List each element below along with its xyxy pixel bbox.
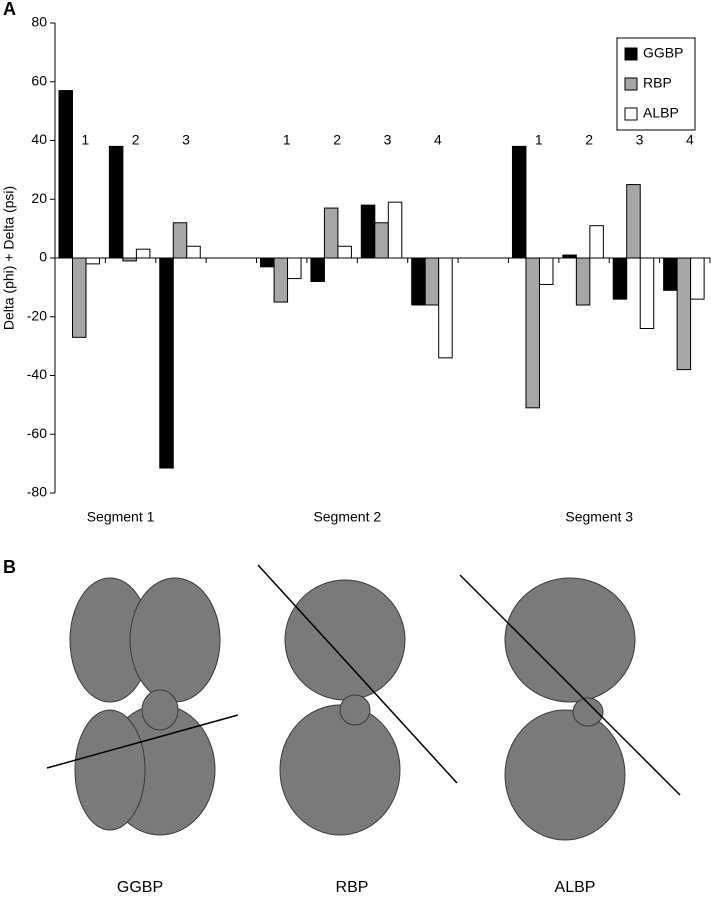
bar: [260, 257, 275, 268]
y-tick-label: -80: [27, 484, 47, 500]
legend-swatch: [624, 107, 638, 121]
x-tick-label: 3: [384, 132, 392, 148]
legend-label: ALBP: [643, 105, 679, 121]
x-tick-label: 1: [81, 132, 89, 148]
x-tick-label: 4: [686, 132, 694, 148]
albp-structure: [459, 574, 681, 841]
bar: [273, 257, 289, 303]
bar: [337, 245, 352, 259]
y-tick-label: 40: [31, 131, 47, 147]
x-tick-label: 4: [434, 132, 442, 148]
bar: [122, 257, 137, 262]
y-tick-label: 80: [31, 14, 47, 30]
bar: [562, 254, 577, 259]
bar: [639, 257, 655, 329]
x-tick-label: 2: [333, 132, 341, 148]
y-tick-label: 60: [31, 72, 47, 88]
legend-swatch: [624, 77, 638, 91]
bar: [387, 201, 403, 259]
x-tick-label: 3: [182, 132, 190, 148]
x-tick-label: 1: [535, 132, 543, 148]
bar: [172, 222, 188, 259]
bar: [135, 248, 151, 259]
ggbp-structure: [46, 577, 239, 836]
protein-images: [46, 564, 681, 841]
bar: [676, 257, 692, 371]
bar: [108, 145, 124, 259]
panel-label: B: [3, 557, 16, 577]
x-tick-label: 3: [636, 132, 644, 148]
y-tick-label: -40: [27, 366, 47, 382]
bar: [626, 184, 641, 259]
bar: [58, 90, 73, 259]
x-tick-label: 2: [132, 132, 140, 148]
bar: [424, 257, 440, 306]
y-tick-label: -60: [27, 425, 47, 441]
legend-label: RBP: [643, 75, 672, 91]
bar: [310, 257, 325, 282]
panel-label: A: [3, 0, 16, 19]
x-tick-label: 1: [283, 132, 291, 148]
legend-swatch: [624, 47, 638, 61]
x-tick-label: 2: [585, 132, 593, 148]
rbp-structure: [257, 564, 458, 836]
bar: [411, 257, 426, 306]
bar: [690, 257, 705, 300]
y-axis-label: Delta (phi) + Delta (psi): [1, 186, 17, 330]
bar: [85, 257, 100, 265]
structure-label: ALBP: [555, 879, 596, 896]
x-group-label: Segment 1: [87, 509, 155, 525]
legend-label: GGBP: [643, 45, 683, 61]
bar: [612, 257, 628, 300]
bar: [72, 257, 87, 338]
bar: [525, 257, 540, 409]
bar: [438, 257, 453, 359]
bar: [589, 225, 604, 259]
bar: [374, 222, 389, 259]
structure-label: GGBP: [117, 879, 163, 896]
bar: [323, 207, 339, 259]
structure-label: RBP: [336, 879, 369, 896]
y-tick-label: 20: [31, 190, 47, 206]
bar: [159, 257, 174, 469]
bar: [575, 257, 591, 306]
bar: [287, 257, 302, 280]
bar: [663, 257, 678, 291]
y-tick-label: -20: [27, 307, 47, 323]
bar: [186, 245, 201, 259]
bar: [360, 204, 376, 259]
y-tick-label: 0: [39, 249, 47, 265]
bar: [511, 145, 527, 259]
x-group-label: Segment 2: [313, 509, 381, 525]
bar: [538, 257, 554, 285]
x-group-label: Segment 3: [565, 509, 633, 525]
